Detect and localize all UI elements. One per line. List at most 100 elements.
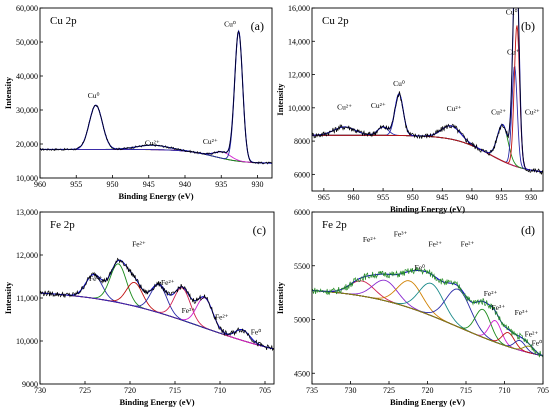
x-tick-label: 725 xyxy=(383,386,395,395)
peak-annotation: Fe²⁺ xyxy=(461,239,475,248)
x-axis-label: Binding Energy (eV) xyxy=(118,191,193,201)
peak-annotation: Cu²⁺ xyxy=(447,104,462,113)
panel-letter: (d) xyxy=(521,223,535,237)
plot-area xyxy=(312,8,543,175)
y-tick-label: 8000 xyxy=(294,137,310,146)
y-tick-label: 12,000 xyxy=(288,71,310,80)
peak-component-4 xyxy=(312,125,543,173)
peak-annotation: Fe²⁺ xyxy=(484,289,498,298)
peak-annotation: Cu²⁺ xyxy=(145,139,160,148)
y-tick-label: 10,000 xyxy=(16,337,38,346)
plot-area xyxy=(40,257,274,352)
x-axis-label: Binding Energy (eV) xyxy=(390,204,465,214)
peak-annotation: Fe²⁺ xyxy=(428,239,442,248)
peak-annotation: Fe²⁺ xyxy=(363,235,377,244)
peak-annotation: Cu²⁺ xyxy=(525,107,540,116)
y-tick-label: 5000 xyxy=(294,316,310,325)
x-tick-label: 735 xyxy=(306,386,318,395)
y-axis-label: Intensity xyxy=(3,76,13,109)
panel-title: Cu 2p xyxy=(322,15,349,27)
peak-annotation: Fe²⁺ xyxy=(132,239,146,248)
x-tick-label: 715 xyxy=(460,386,472,395)
x-tick-label: 935 xyxy=(496,193,508,202)
x-axis-label: Binding Energy (eV) xyxy=(119,397,194,407)
axes-frame xyxy=(39,211,275,385)
y-axis-label: Intensity xyxy=(3,281,13,314)
peak-annotation: Cu⁰ xyxy=(88,91,100,100)
x-tick-label: 715 xyxy=(169,386,181,395)
raw-spectrum xyxy=(40,30,272,165)
y-tick-label: 50,000 xyxy=(16,38,38,47)
background-line xyxy=(40,292,274,350)
y-tick-label: 10,000 xyxy=(288,104,310,113)
y-tick-label: 40,000 xyxy=(16,72,38,81)
axes-frame xyxy=(311,7,544,192)
peak-annotation: Fe²⁺ xyxy=(161,278,175,287)
peak-component-5 xyxy=(312,123,543,173)
peak-annotation: Cu⁰ xyxy=(393,79,405,88)
panel-b: 965 960 955 950 945 940 935 930 6000 8000 10,000 12… xyxy=(275,4,544,214)
raw-spectrum xyxy=(40,257,274,352)
peak-annotation: Cu⁺ xyxy=(507,48,520,57)
peak-annotation: Fe²⁺ xyxy=(525,330,539,339)
panel-title: Cu 2p xyxy=(50,15,77,27)
panel-letter: (a) xyxy=(251,19,264,33)
x-tick-label: 940 xyxy=(179,180,191,189)
peak-component-7 xyxy=(40,292,274,350)
y-axis-label: Intensity xyxy=(275,281,285,314)
x-tick-label: 960 xyxy=(347,193,359,202)
x-tick-label: 955 xyxy=(70,180,82,189)
x-axis-label: Binding Energy (eV) xyxy=(390,397,465,407)
panel-d: 735 730 725 720 715 710 705 4500 5000 5500 6000 Bin… xyxy=(275,208,549,407)
x-tick-label: 720 xyxy=(422,386,434,395)
x-tick-label: 950 xyxy=(107,180,119,189)
peak-annotation: Fe²⁺ xyxy=(89,274,103,283)
panel-letter: (c) xyxy=(253,223,266,237)
y-tick-label: 11,000 xyxy=(16,294,38,303)
y-tick-label: 6000 xyxy=(294,170,310,179)
peak-component-2 xyxy=(40,263,274,350)
y-tick-label: 10,000 xyxy=(16,174,38,183)
y-tick-label: 9000 xyxy=(22,380,38,389)
peak-component-6 xyxy=(312,65,543,173)
peak-annotation: Fe⁰ xyxy=(251,328,262,337)
peak-annotation: Fe²⁺ xyxy=(182,306,196,315)
peak-annotation: Fe⁰ xyxy=(415,263,426,272)
fit-envelope xyxy=(40,259,274,350)
x-tick-label: 960 xyxy=(34,180,46,189)
y-tick-label: 13,000 xyxy=(16,208,38,217)
x-tick-label: 935 xyxy=(215,180,227,189)
raw-spectrum xyxy=(312,8,543,175)
x-tick-label: 730 xyxy=(34,386,46,395)
peak-annotation: Cu²⁺ xyxy=(371,101,386,110)
plot-area xyxy=(312,266,543,358)
x-tick-label: 705 xyxy=(259,386,271,395)
x-tick-label: 710 xyxy=(214,386,226,395)
panel-c: 730 725 720 715 710 705 9000 10,000 11,000 12,000… xyxy=(3,208,275,407)
x-tick-label: 950 xyxy=(407,193,419,202)
peak-annotation: Cu⁰ xyxy=(506,8,518,17)
y-tick-label: 12,000 xyxy=(16,251,38,260)
peak-annotation: Cu²⁺ xyxy=(337,102,352,111)
panel-title: Fe 2p xyxy=(322,219,347,231)
x-tick-label: 945 xyxy=(143,180,155,189)
peak-component-1 xyxy=(40,104,272,164)
panel-title: Fe 2p xyxy=(50,219,75,231)
x-tick-label: 710 xyxy=(499,386,511,395)
x-tick-label: 930 xyxy=(525,193,537,202)
y-tick-label: 6000 xyxy=(294,208,310,217)
panel-letter: (b) xyxy=(521,19,535,33)
x-tick-label: 945 xyxy=(436,193,448,202)
y-tick-label: 4500 xyxy=(294,369,310,378)
y-tick-label: 16,000 xyxy=(288,4,310,13)
y-tick-label: 14,000 xyxy=(288,37,310,46)
peak-component-10 xyxy=(312,290,543,357)
peak-component-9 xyxy=(312,290,543,357)
peak-annotation: Fe⁰ xyxy=(532,338,543,347)
peak-annotation: Fe³⁺ xyxy=(515,308,529,317)
peak-annotation: Cu²⁺ xyxy=(491,107,506,116)
axes-frame xyxy=(311,211,544,385)
axes-frame xyxy=(39,7,273,179)
x-tick-label: 955 xyxy=(377,193,389,202)
